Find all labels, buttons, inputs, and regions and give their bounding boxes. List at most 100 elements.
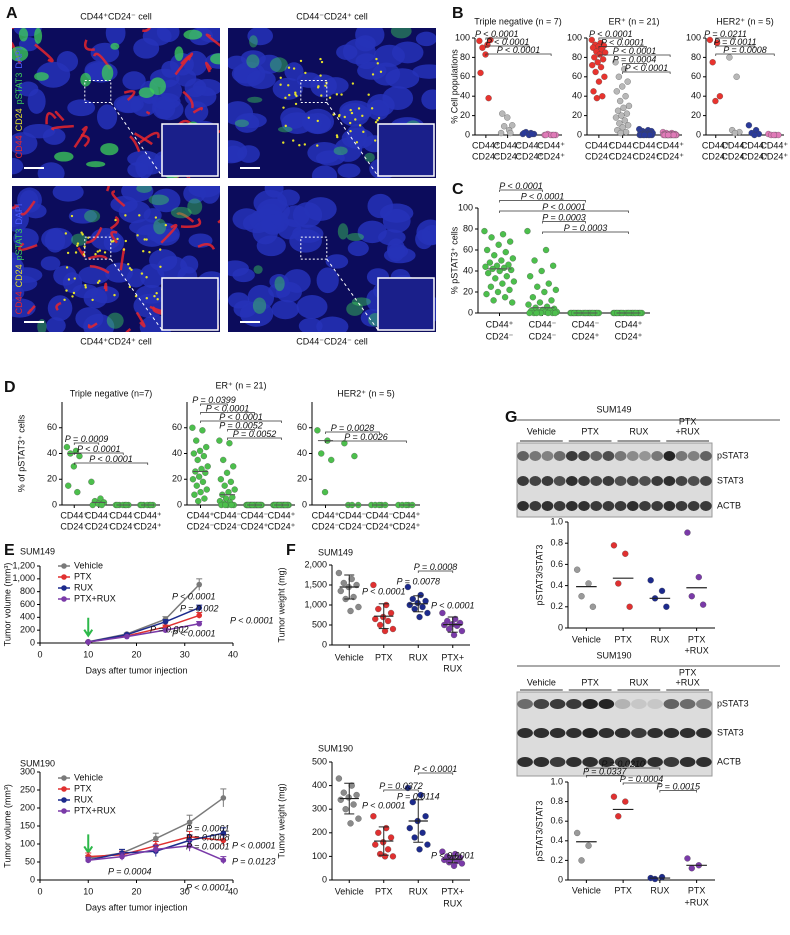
data-point — [615, 580, 622, 587]
image-label: CD44⁻CD24⁺ cell — [296, 11, 368, 21]
x-tick-label: Vehicle — [572, 634, 601, 644]
channel-label: DAPI — [14, 48, 24, 69]
data-point — [614, 107, 622, 114]
data-point — [196, 604, 203, 611]
y-tick-label: 1,000 — [304, 599, 327, 609]
nucleus — [135, 224, 169, 247]
membrane-stain — [27, 305, 36, 315]
x-tick-label: CD24⁻ — [187, 521, 215, 531]
data-point — [220, 795, 227, 801]
data-point — [422, 597, 429, 605]
band — [541, 476, 554, 486]
x-axis-label: Days after tumor injection — [85, 902, 187, 912]
y-tick-label: 150 — [20, 820, 35, 830]
y-tick-label: 0 — [302, 499, 307, 509]
data-point — [186, 819, 193, 826]
nucleus — [347, 240, 369, 257]
data-point — [85, 857, 92, 863]
y-tick-label: 400 — [20, 612, 35, 622]
membrane-stain — [73, 125, 88, 148]
membrane-stain — [139, 131, 160, 144]
x-axis-label: Days after tumor injection — [85, 665, 187, 675]
cd24-stain — [292, 67, 296, 70]
data-point — [536, 299, 544, 306]
nucleus — [53, 265, 77, 286]
cd24-stain — [70, 214, 74, 218]
data-point — [347, 820, 354, 827]
nucleus — [13, 228, 39, 249]
band — [631, 728, 647, 738]
micrograph — [228, 28, 436, 178]
cd24-stain — [128, 267, 132, 270]
membrane-stain — [125, 328, 132, 332]
x-tick-label: CD24⁺ — [268, 521, 296, 531]
inset-line — [110, 102, 163, 177]
membrane-stain — [20, 200, 36, 216]
band — [647, 728, 663, 738]
chart-title: Triple negative (n = 7) — [474, 16, 561, 26]
band — [598, 757, 615, 767]
chart-title: SUM190 — [318, 743, 353, 753]
nucleus — [37, 162, 65, 178]
nucleus — [126, 268, 146, 288]
p-value: P < 0.0001 — [172, 628, 215, 638]
band — [582, 699, 598, 709]
x-tick-label: 10 — [83, 886, 93, 896]
x-tick-label: CD44⁺ — [268, 510, 296, 520]
legend-label: Vehicle — [74, 560, 103, 570]
band — [533, 728, 550, 738]
cd24-stain — [319, 57, 322, 61]
y-tick-label: 80 — [460, 52, 470, 62]
nucleus — [239, 301, 274, 327]
y-tick-label: 800 — [20, 586, 35, 596]
data-point — [439, 848, 446, 855]
group-label: RUX — [629, 426, 648, 436]
x-tick-label: CD24⁻ — [486, 331, 514, 341]
data-point — [328, 456, 335, 464]
cd24-stain — [94, 253, 97, 256]
significance-bracket — [227, 437, 282, 440]
y-tick-label: 250 — [20, 784, 35, 794]
cd24-stain — [288, 93, 291, 97]
cd24-stain — [303, 143, 307, 146]
y-tick-label: 100 — [686, 32, 701, 42]
data-point — [477, 69, 484, 77]
data-point — [490, 297, 497, 304]
nucleus — [366, 94, 395, 117]
membrane-stain — [77, 246, 86, 258]
p-value: P < 0.0001 — [172, 591, 215, 601]
band-label: pSTAT3 — [717, 450, 749, 460]
cd24-stain — [153, 294, 156, 298]
pstat3-stain — [333, 146, 348, 156]
data-point — [552, 309, 559, 317]
nucleus — [415, 31, 436, 47]
data-point — [651, 875, 659, 883]
pstat3-stain — [351, 297, 371, 307]
p-value: P < 0.0001 — [89, 454, 132, 464]
cd24-stain — [349, 108, 352, 112]
membrane-stain — [176, 212, 195, 223]
cd24-stain — [358, 124, 362, 127]
y-tick-label: 20 — [463, 286, 473, 296]
y-tick-label: 0.8 — [550, 796, 563, 806]
x-tick-label: CD44⁺ — [585, 140, 613, 150]
y-tick-label: 2,000 — [304, 559, 327, 569]
cd24-stain — [343, 115, 346, 119]
pstat3-stain — [187, 198, 203, 215]
panel-label: E — [4, 542, 15, 559]
band-label: ACTB — [717, 756, 741, 766]
significance-bracket — [200, 420, 282, 423]
significance-bracket — [586, 775, 624, 778]
y-tick-label: 0 — [468, 307, 473, 317]
y-tick-label: 20 — [297, 474, 307, 484]
micrograph — [228, 186, 436, 332]
membrane-stain — [135, 311, 146, 328]
data-point — [342, 806, 349, 813]
x-tick-label: PTX — [614, 885, 632, 895]
y-tick-label: 80 — [691, 52, 701, 62]
data-point — [458, 627, 466, 635]
data-point — [531, 257, 538, 264]
y-tick-label: 100 — [312, 851, 327, 861]
p-value: P < 0.0001 — [206, 403, 249, 413]
data-point — [487, 283, 495, 290]
